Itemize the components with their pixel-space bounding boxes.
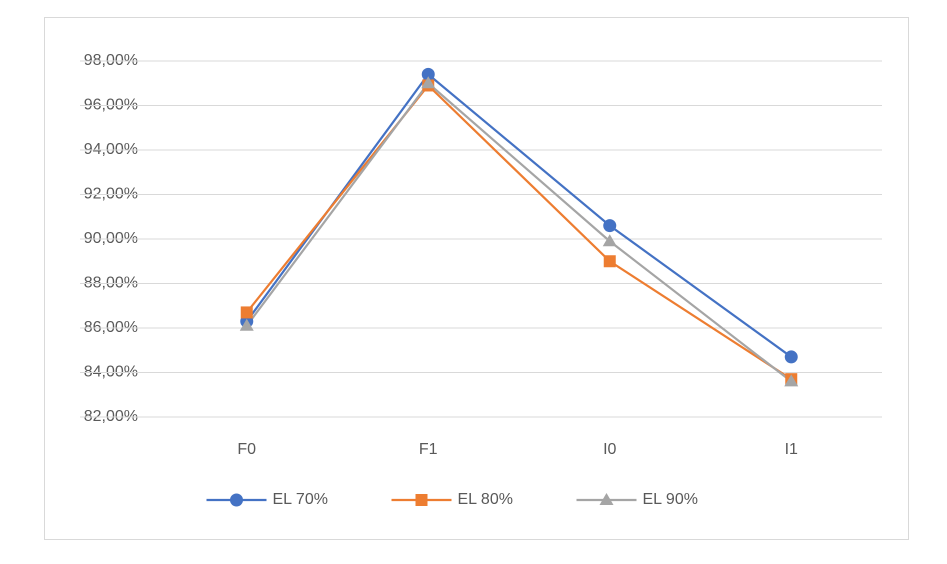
marker (602, 234, 617, 247)
x-tick-label: F0 (237, 441, 256, 458)
legend-marker (599, 493, 614, 505)
x-tick-label: I1 (785, 441, 798, 458)
marker (784, 350, 798, 364)
chart-border (44, 17, 909, 540)
legend-label: EL 70% (273, 491, 328, 508)
legend-label: EL 90% (643, 491, 698, 508)
marker (784, 374, 799, 387)
legend-marker (415, 494, 428, 506)
x-tick-label: I0 (603, 441, 616, 458)
marker (421, 67, 435, 81)
marker (239, 318, 254, 331)
marker (421, 76, 436, 89)
legend-label: EL 80% (458, 491, 513, 508)
series-line (245, 81, 792, 383)
legend-marker (230, 493, 243, 507)
marker (603, 219, 617, 233)
series-line (245, 83, 792, 381)
marker (240, 306, 253, 319)
x-tick-label: F1 (419, 441, 438, 458)
marker (603, 255, 616, 268)
